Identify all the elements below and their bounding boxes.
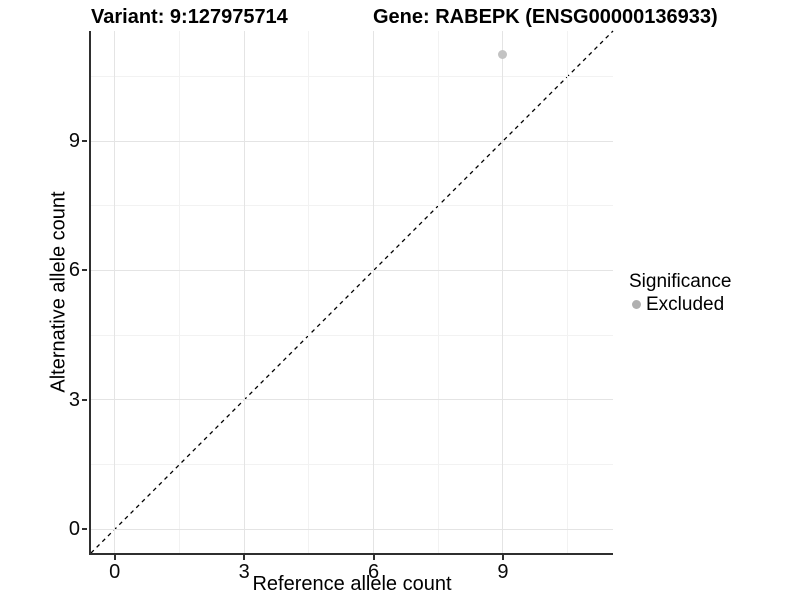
legend: Significance Excluded [629,271,731,315]
gridline-major-horizontal [91,399,613,401]
gridline-minor-vertical [437,31,439,553]
gridline-minor-vertical [178,31,180,553]
plot-panel: 0 3 6 9 0 3 6 9 [69,30,614,583]
x-tick-label: 0 [109,561,121,583]
x-tick-mark [501,555,504,560]
identity-line [90,30,614,554]
gridline-minor-horizontal [91,205,613,207]
y-tick-mark [82,269,87,272]
x-tick-mark [113,555,116,560]
gridline-minor-horizontal [91,464,613,466]
gene-title: Gene: RABEPK (ENSG00000136933) [373,6,718,28]
legend-item: Excluded [629,294,731,315]
gridline-major-horizontal [91,269,613,271]
gridline-major-vertical [243,31,245,553]
gridline-minor-horizontal [91,75,613,77]
identity-line-path [90,30,614,554]
gridline-major-vertical [114,31,116,553]
gridline-major-vertical [373,31,375,553]
x-tick-label: 9 [497,561,509,583]
y-tick-mark [82,140,87,142]
gridline-major-horizontal [91,140,613,142]
x-axis-line [89,553,613,555]
x-tick-label: 6 [368,561,380,583]
gridline-minor-vertical [567,31,569,553]
y-axis-line [89,31,91,555]
gridline-major-vertical [502,31,504,553]
variant-title: Variant: 9:127975714 [91,6,288,28]
legend-item-label: Excluded [646,294,725,315]
legend-title: Significance [629,271,732,292]
gridline-major-horizontal [91,528,613,530]
x-tick-mark [372,555,375,560]
x-tick-mark [243,555,246,560]
x-axis-title: Reference allele count [252,573,452,595]
y-axis-title: Alternative allele count [47,191,70,393]
data-point [498,50,508,60]
y-tick-label: 9 [68,130,80,152]
y-tick-label: 6 [68,259,80,282]
y-tick-label: 3 [68,388,80,411]
x-tick-label: 3 [238,561,250,583]
y-tick-mark [82,398,87,401]
y-tick-mark [82,528,87,531]
legend-point-icon [632,300,641,309]
y-tick-label: 0 [68,518,80,541]
gridline-minor-horizontal [91,334,613,336]
gridline-minor-vertical [308,31,310,553]
